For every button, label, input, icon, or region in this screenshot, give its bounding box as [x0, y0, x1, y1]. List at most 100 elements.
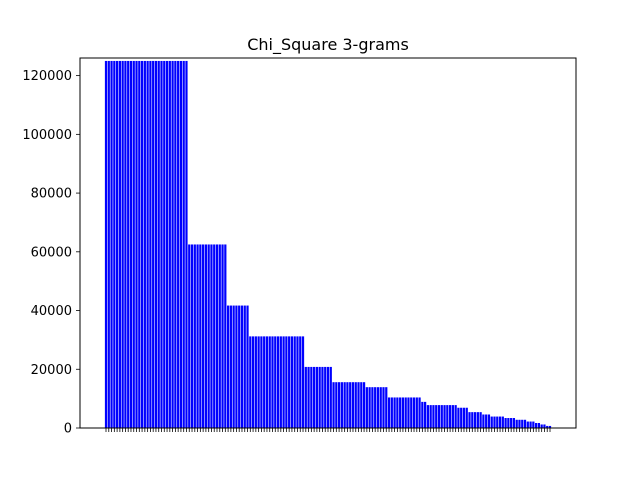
bar [371, 387, 374, 428]
bar [482, 414, 485, 428]
bar [535, 423, 538, 428]
chart-title: Chi_Square 3-grams [247, 35, 409, 55]
bar [501, 416, 504, 428]
bar [437, 405, 441, 428]
bar [465, 407, 468, 428]
y-tick-label: 0 [64, 422, 72, 437]
bar [468, 412, 471, 428]
bar [174, 60, 177, 428]
bar [121, 60, 124, 428]
bar [293, 336, 296, 428]
bar [135, 60, 138, 428]
bar [526, 421, 529, 428]
bar [446, 405, 449, 428]
bar [271, 336, 274, 428]
bar [152, 60, 155, 428]
bar [479, 412, 482, 428]
bar [179, 60, 183, 428]
bar [349, 382, 352, 428]
bar [393, 397, 396, 428]
bar [118, 60, 121, 428]
bar [387, 397, 391, 428]
bar [507, 418, 510, 428]
bar [107, 60, 110, 428]
bar [421, 401, 424, 428]
bar [365, 387, 368, 428]
y-tick-label: 20000 [31, 363, 72, 378]
bar [276, 336, 280, 428]
bar [543, 424, 546, 428]
bar [246, 305, 249, 428]
bar [485, 414, 488, 428]
bar [290, 336, 294, 428]
bar [199, 244, 202, 428]
bar [190, 244, 194, 428]
bar [251, 336, 255, 428]
bar [282, 336, 285, 428]
bar [548, 425, 552, 428]
bar [498, 416, 502, 428]
bar [196, 244, 199, 428]
bar [462, 407, 466, 428]
bar [432, 405, 435, 428]
bar [407, 397, 410, 428]
bar [337, 382, 341, 428]
bar [443, 405, 446, 428]
bar [315, 366, 319, 428]
bar [318, 366, 321, 428]
bar [404, 397, 407, 428]
bar [321, 366, 324, 428]
bar [249, 336, 252, 428]
bar [171, 60, 174, 428]
bar [448, 405, 452, 428]
bar [362, 382, 366, 428]
bar [379, 387, 382, 428]
bar [343, 382, 346, 428]
bar [163, 60, 166, 428]
bar [260, 336, 263, 428]
bar [540, 424, 543, 428]
bar [537, 423, 541, 428]
bar [385, 387, 388, 428]
bar [224, 244, 227, 428]
bar [310, 366, 313, 428]
bar [518, 419, 521, 428]
bar [429, 405, 432, 428]
bar [235, 305, 238, 428]
bar [454, 405, 457, 428]
bar [329, 366, 332, 428]
bar [274, 336, 277, 428]
bar [324, 366, 327, 428]
bar [132, 60, 135, 428]
bar [532, 421, 535, 428]
bar [304, 366, 307, 428]
bar [390, 397, 393, 428]
bar [326, 366, 330, 428]
bar [374, 387, 377, 428]
bar [376, 387, 380, 428]
bar [165, 60, 169, 428]
bar [257, 336, 260, 428]
bar [471, 412, 474, 428]
bar [138, 60, 141, 428]
bar [357, 382, 360, 428]
bar [490, 416, 493, 428]
bar [440, 405, 443, 428]
bar [210, 244, 213, 428]
bar [110, 60, 113, 428]
bar [285, 336, 288, 428]
bar [160, 60, 163, 428]
bar [301, 336, 305, 428]
bar [313, 366, 316, 428]
bar [168, 60, 171, 428]
bar [232, 305, 235, 428]
bar [546, 425, 549, 428]
bar [188, 244, 191, 428]
bar [346, 382, 349, 428]
bar [129, 60, 133, 428]
bar [504, 418, 507, 428]
bar [382, 387, 385, 428]
bar [146, 60, 149, 428]
bar [340, 382, 343, 428]
bar [512, 418, 516, 428]
